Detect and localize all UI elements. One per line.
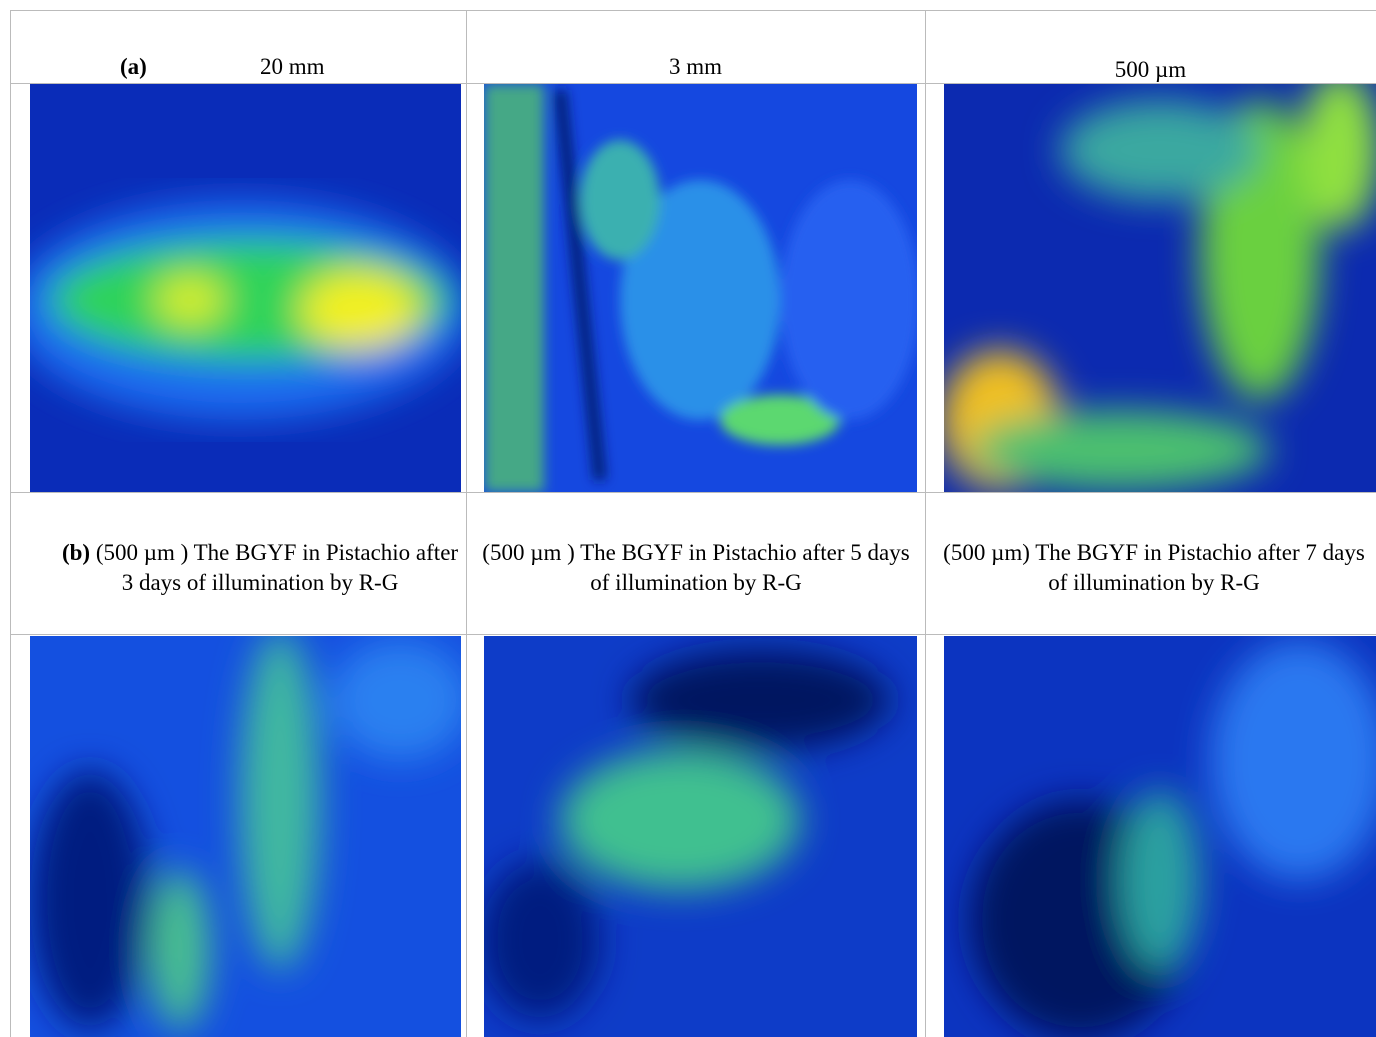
image — [484, 84, 920, 492]
rule — [10, 10, 1376, 11]
rule — [10, 10, 11, 1037]
caption: (500 µm) The BGYF in Pistachio after 7 d… — [934, 538, 1374, 598]
image — [10, 84, 470, 492]
rule — [10, 492, 1376, 493]
label: (b) — [62, 540, 90, 565]
caption: (b) (500 µm ) The BGYF in Pistachio afte… — [60, 538, 460, 598]
row-label: (a) — [120, 52, 147, 82]
micrographs — [0, 0, 1376, 1037]
label: (a) — [120, 54, 147, 79]
scale-label: 500 µm — [925, 55, 1376, 85]
rule — [466, 10, 467, 1037]
scale-label: 20 mm — [260, 52, 325, 82]
caption-text: (500 µm ) The BGYF in Pistachio after 3 … — [96, 540, 458, 595]
image — [940, 70, 1376, 492]
caption: (500 µm ) The BGYF in Pistachio after 5 … — [476, 538, 916, 598]
image — [944, 636, 1376, 1037]
rule — [10, 634, 1376, 635]
image — [30, 630, 470, 1037]
scale-label: 3 mm — [466, 52, 925, 82]
rule — [925, 10, 926, 1037]
image — [480, 636, 917, 1037]
page: (a) 20 mm 3 mm 500 µm (b) (500 µm ) The … — [0, 0, 1376, 1037]
